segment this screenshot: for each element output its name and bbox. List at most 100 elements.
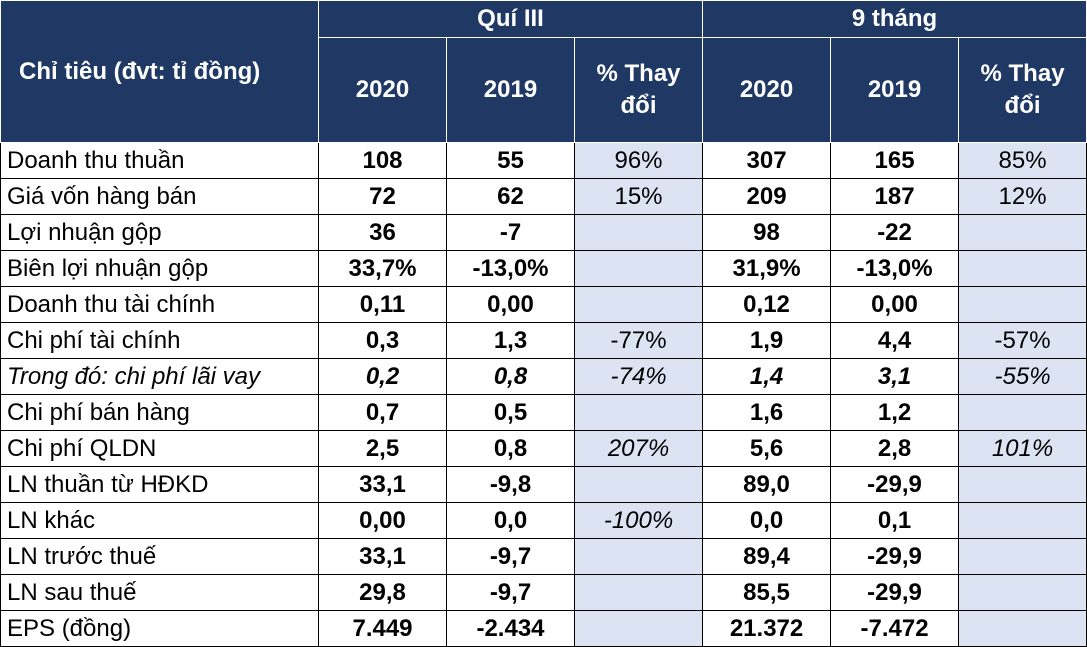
row-label: Giá vốn hàng bán [0,178,319,215]
q3-2020-value: 33,1 [318,466,447,503]
m9-2020-value: 31,9% [702,250,832,287]
row-label: EPS (đồng) [0,610,319,647]
row-label: Doanh thu thuần [0,142,319,179]
q3-2020-value: 72 [318,178,447,215]
q3-2020-value: 0,3 [318,322,447,359]
q3-2020-value: 2,5 [318,430,447,467]
q3-pct-value: 15% [573,178,704,215]
q3-pct-value: -100% [573,502,704,539]
row-label: Chi phí tài chính [0,322,319,359]
q3-2019-value: 1,3 [446,322,575,359]
q3-pct-value [573,610,704,647]
q3-pct-value: 96% [573,142,704,179]
m9-pct-value: 12% [958,178,1087,215]
header-group-q3: Quí III [317,0,704,38]
q3-2019-value: 0,8 [446,430,575,467]
pct-line1: % Thay [980,60,1065,87]
q3-2020-value: 108 [318,142,447,179]
table-row: Lợi nhuận gộp 36 -7 98 -22 [0,214,1087,251]
table-row: LN thuần từ HĐKD 33,1 -9,8 89,0 -29,9 [0,466,1087,503]
m9-2019-value: -22 [830,214,960,251]
q3-pct-value [573,250,704,287]
table-row: LN trước thuế 33,1 -9,7 89,4 -29,9 [0,538,1087,575]
header-group-row: Chỉ tiêu (đvt: tỉ đồng) Quí III 9 tháng [0,0,1087,143]
m9-pct-value [958,250,1087,287]
row-label: Biên lợi nhuận gộp [0,250,319,287]
header-q3-2019: 2019 [446,37,575,143]
q3-2019-value: -9,7 [446,538,575,575]
m9-2019-value: 0,00 [830,286,960,323]
m9-2020-value: 209 [702,178,832,215]
m9-pct-value: -55% [958,358,1087,395]
q3-pct-value: -74% [573,358,704,395]
m9-2019-value: 187 [830,178,960,215]
m9-pct-value [958,214,1087,251]
pct-line2: đổi [620,92,657,119]
q3-pct-value [573,286,704,323]
q3-2019-value: -7 [446,214,575,251]
m9-2019-value: 3,1 [830,358,960,395]
q3-2020-value: 33,1 [318,538,447,575]
q3-2020-value: 0,00 [318,502,447,539]
m9-pct-value: 101% [958,430,1087,467]
m9-pct-value [958,286,1087,323]
table-row: LN sau thuế 29,8 -9,7 85,5 -29,9 [0,574,1087,611]
q3-pct-value: 207% [573,430,704,467]
q3-2020-value: 0,2 [318,358,447,395]
m9-pct-value [958,574,1087,611]
table-row: Chi phí QLDN 2,5 0,8 207% 5,6 2,8 101% [0,430,1087,467]
q3-2019-value: 0,00 [446,286,575,323]
q3-2019-value: 62 [446,178,575,215]
m9-2019-value: -13,0% [830,250,960,287]
q3-2019-value: 0,0 [446,502,575,539]
m9-2020-value: 1,9 [702,322,832,359]
m9-pct-value [958,502,1087,539]
m9-2019-value: 165 [830,142,960,179]
table-header: Chỉ tiêu (đvt: tỉ đồng) Quí III 9 tháng … [0,0,1087,143]
m9-pct-value [958,538,1087,575]
m9-2020-value: 5,6 [702,430,832,467]
table-row: Doanh thu tài chính 0,11 0,00 0,12 0,00 [0,286,1087,323]
q3-pct-value [573,394,704,431]
table-row: Giá vốn hàng bán 72 62 15% 209 187 12% [0,178,1087,215]
m9-2020-value: 89,4 [702,538,832,575]
table-body: Doanh thu thuần 108 55 96% 307 165 85% G… [0,142,1087,647]
m9-2020-value: 307 [702,142,832,179]
m9-2019-value: 4,4 [830,322,960,359]
row-label: LN khác [0,502,319,539]
m9-2020-value: 0,12 [702,286,832,323]
row-label: LN thuần từ HĐKD [0,466,319,503]
header-group-9m: 9 tháng [702,0,1087,38]
q3-2019-value: 55 [446,142,575,179]
q3-2019-value: 0,8 [446,358,575,395]
header-9m-2019: 2019 [830,37,960,143]
q3-2020-value: 33,7% [318,250,447,287]
table-row: EPS (đồng) 7.449 -2.434 21.372 -7.472 [0,610,1087,647]
q3-2019-value: -13,0% [446,250,575,287]
table-row: Doanh thu thuần 108 55 96% 307 165 85% [0,142,1087,179]
row-label: Chi phí bán hàng [0,394,319,431]
header-q3-2020: 2020 [318,37,447,143]
q3-pct-value [573,538,704,575]
pct-line1: % Thay [596,60,681,87]
row-label: LN sau thuế [0,574,319,611]
m9-pct-value [958,610,1087,647]
q3-2019-value: -9,7 [446,574,575,611]
header-9m-2020: 2020 [702,37,832,143]
q3-pct-value [573,574,704,611]
q3-2020-value: 0,7 [318,394,447,431]
table-row: Biên lợi nhuận gộp 33,7% -13,0% 31,9% -1… [0,250,1087,287]
q3-2019-value: -2.434 [446,610,575,647]
m9-pct-value: 85% [958,142,1087,179]
table-row: Chi phí bán hàng 0,7 0,5 1,6 1,2 [0,394,1087,431]
row-label: LN trước thuế [0,538,319,575]
m9-2020-value: 85,5 [702,574,832,611]
m9-2020-value: 21.372 [702,610,832,647]
row-label: Chi phí QLDN [0,430,319,467]
m9-2020-value: 1,6 [702,394,832,431]
table-row: Chi phí tài chính 0,3 1,3 -77% 1,9 4,4 -… [0,322,1087,359]
q3-pct-value [573,466,704,503]
header-indicator-label: Chỉ tiêu (đvt: tỉ đồng) [0,0,319,143]
q3-pct-value: -77% [573,322,704,359]
